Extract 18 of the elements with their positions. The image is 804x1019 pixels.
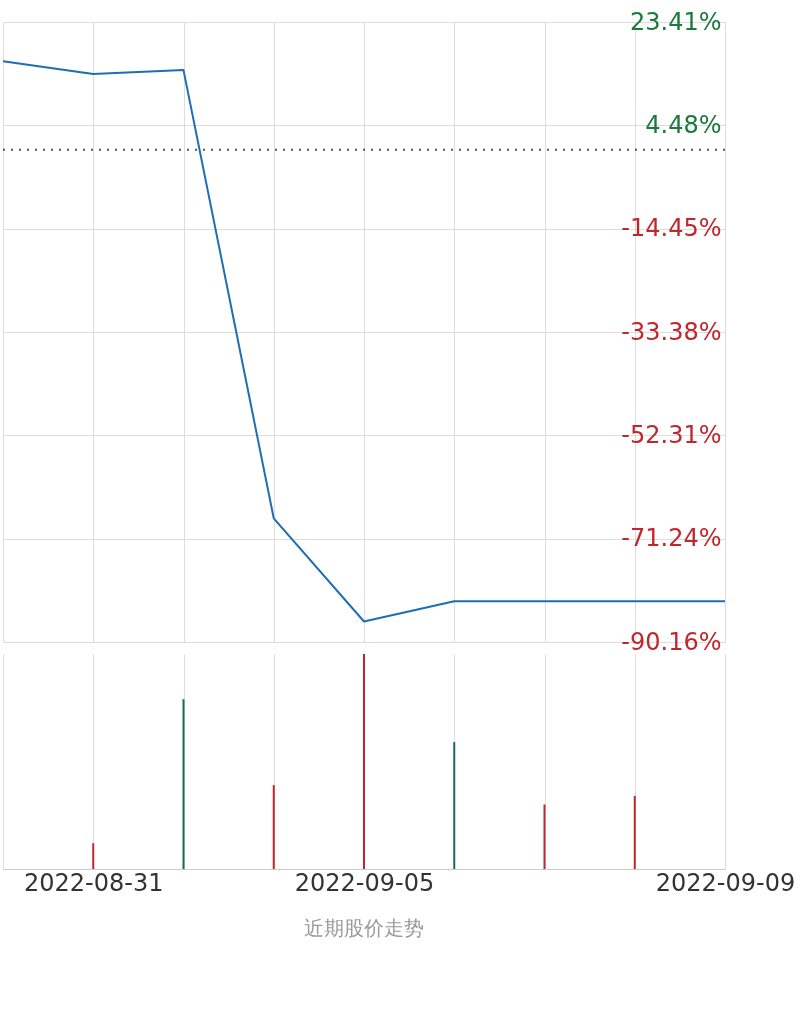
bar (182, 699, 185, 869)
y-tick-label: -14.45% (621, 214, 722, 243)
bar (633, 795, 636, 869)
bar (453, 742, 456, 869)
y-tick-label: -90.16% (621, 627, 722, 656)
text: 近期股价走势 (304, 916, 424, 940)
y-tick-label: -71.24% (621, 524, 722, 553)
line-series (2, 60, 726, 623)
y-tick-label: 23.41% (629, 7, 722, 36)
x-tick-label: 2022-09-09 (655, 868, 796, 897)
x-tick-label: 2022-08-31 (24, 868, 164, 897)
y-tick-label: -52.31% (621, 420, 722, 449)
y-tick-label: -33.38% (621, 317, 722, 346)
bar (543, 804, 546, 869)
y-tick-label: 4.48% (645, 110, 722, 139)
bar (272, 785, 275, 869)
bar (92, 843, 95, 869)
x-tick-label: 2022-09-05 (294, 868, 435, 897)
